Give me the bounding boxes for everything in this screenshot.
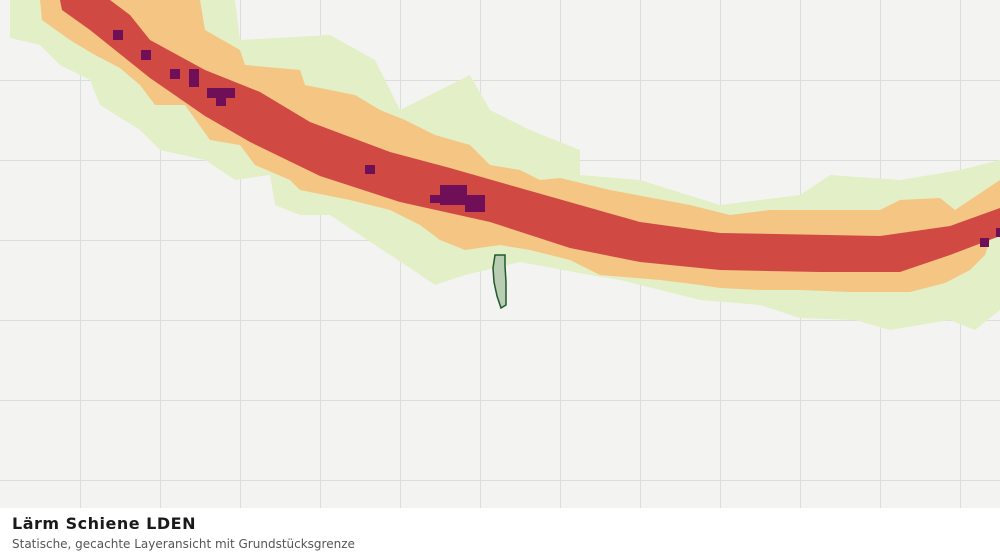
noise-zone-very-high bbox=[113, 30, 1000, 247]
noise-zone-medium bbox=[40, 0, 1000, 292]
map bbox=[0, 0, 1000, 508]
caption: Lärm Schiene LDEN Statische, gecachte La… bbox=[0, 508, 1000, 560]
map-title: Lärm Schiene LDEN bbox=[12, 514, 196, 533]
map-subtitle: Statische, gecachte Layeransicht mit Gru… bbox=[12, 537, 355, 551]
noise-zone-high bbox=[60, 0, 1000, 272]
parcel-boundary bbox=[492, 254, 507, 310]
